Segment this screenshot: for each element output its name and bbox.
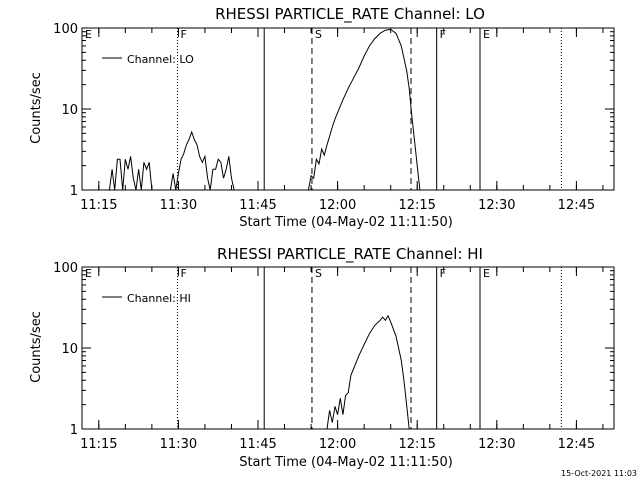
legend-label: Channel: HI bbox=[127, 292, 191, 305]
x-tick-label: 12:00 bbox=[319, 437, 356, 452]
event-marker-label: F bbox=[181, 267, 187, 280]
x-tick-label: 12:45 bbox=[558, 437, 595, 452]
event-marker-label: S bbox=[315, 28, 322, 41]
event-marker-label: F bbox=[440, 267, 446, 280]
x-axis-label: Start Time (04-May-02 11:11:50) bbox=[239, 215, 453, 230]
legend-label: Channel: LO bbox=[127, 53, 194, 66]
chart-title: RHESSI PARTICLE_RATE Channel: LO bbox=[215, 5, 485, 24]
y-tick-label: 1 bbox=[70, 423, 78, 438]
x-tick-label: 11:45 bbox=[239, 198, 276, 213]
y-tick-label: 1 bbox=[70, 184, 78, 199]
event-marker-label: E bbox=[483, 267, 490, 280]
event-marker-label: S bbox=[315, 267, 322, 280]
x-tick-label: 12:45 bbox=[558, 198, 595, 213]
x-tick-label: 12:15 bbox=[398, 198, 435, 213]
x-tick-label: 12:30 bbox=[478, 437, 515, 452]
event-marker-label: F bbox=[181, 28, 187, 41]
x-tick-label: 11:30 bbox=[160, 198, 197, 213]
y-tick-label: 10 bbox=[61, 103, 78, 118]
event-marker-label: E bbox=[85, 28, 92, 41]
x-tick-label: 11:15 bbox=[80, 437, 117, 452]
event-marker-label: F bbox=[440, 28, 446, 41]
x-axis-label: Start Time (04-May-02 11:11:50) bbox=[239, 455, 453, 470]
y-tick-label: 10 bbox=[61, 342, 78, 357]
y-axis-label: Counts/sec bbox=[29, 72, 44, 144]
event-marker-label: E bbox=[483, 28, 490, 41]
x-tick-label: 11:15 bbox=[80, 198, 117, 213]
footer-timestamp: 15-Oct-2021 11:03 bbox=[561, 469, 637, 478]
event-marker-label: E bbox=[85, 267, 92, 280]
panel-channel-lo: RHESSI PARTICLE_RATE Channel: LO Counts/… bbox=[29, 5, 615, 230]
y-tick-label: 100 bbox=[53, 22, 78, 37]
x-tick-label: 12:15 bbox=[398, 437, 435, 452]
series-line bbox=[108, 28, 421, 191]
panel-channel-hi: RHESSI PARTICLE_RATE Channel: HI Counts/… bbox=[29, 245, 615, 470]
x-tick-label: 12:30 bbox=[478, 198, 515, 213]
series-line bbox=[326, 314, 410, 430]
chart-title: RHESSI PARTICLE_RATE Channel: HI bbox=[217, 245, 483, 264]
y-axis-label: Counts/sec bbox=[29, 311, 44, 383]
y-tick-label: 100 bbox=[53, 261, 78, 276]
x-tick-label: 11:45 bbox=[239, 437, 276, 452]
x-tick-label: 11:30 bbox=[160, 437, 197, 452]
x-tick-label: 12:00 bbox=[319, 198, 356, 213]
